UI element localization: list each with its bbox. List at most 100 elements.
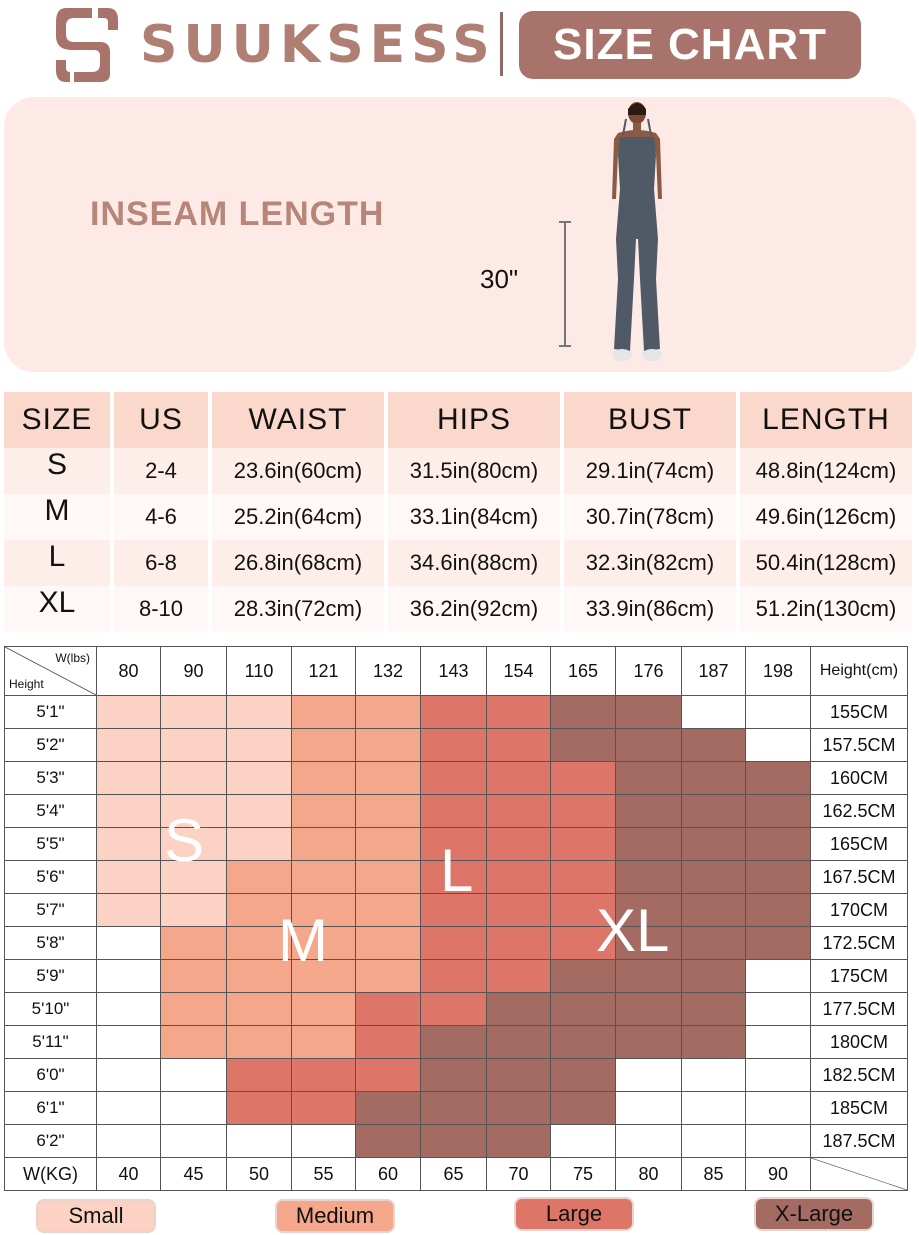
empty-cell [96, 1124, 161, 1158]
table-cell: 6-8 [112, 540, 212, 586]
weight-kg-cell: 80 [615, 1157, 682, 1191]
size-cell-m [291, 893, 356, 927]
size-cell-l [420, 959, 487, 993]
empty-cell [96, 992, 161, 1026]
grid-row: 5'6" 167.5CM [4, 860, 908, 894]
size-cell-l [550, 860, 616, 894]
height-ft-cell: 5'11" [4, 1025, 97, 1059]
size-cell-xl [615, 1025, 682, 1059]
height-cm-header: Height(cm) [810, 646, 908, 696]
size-cell-xl [681, 926, 746, 960]
size-cell-xl [420, 1091, 487, 1125]
size-cell-s [226, 695, 292, 729]
size-cell-xl [681, 860, 746, 894]
height-ft-cell: 5'9" [4, 959, 97, 993]
height-cm-cell: 165CM [810, 827, 908, 861]
weight-kg-cell: 70 [486, 1157, 551, 1191]
zone-label-small: S [164, 807, 205, 874]
table-cell: 4-6 [112, 494, 212, 540]
table-row: XL 8-10 28.3in(72cm) 36.2in(92cm) 33.9in… [4, 586, 916, 632]
size-cell-xl [615, 728, 682, 762]
size-cell-s [96, 827, 161, 861]
size-cell-m [291, 860, 356, 894]
size-cell-l [226, 1058, 292, 1092]
size-cell-xl [615, 893, 682, 927]
empty-cell [745, 1025, 811, 1059]
empty-cell [615, 1124, 682, 1158]
size-cell-l [355, 992, 421, 1026]
inseam-title: INSEAM LENGTH [90, 195, 385, 233]
size-cell-xl [486, 1124, 551, 1158]
size-cell-m [291, 827, 356, 861]
weight-lbs-header: 198 [745, 646, 811, 696]
empty-cell [745, 992, 811, 1026]
table-cell: S [4, 448, 114, 494]
corner-diagonal [811, 1158, 907, 1190]
legend-small: Small [36, 1199, 156, 1233]
grid-row: 5'2" 157.5CM [4, 728, 908, 762]
size-cell-m [160, 926, 227, 960]
size-cell-m [291, 728, 356, 762]
size-cell-xl [486, 1025, 551, 1059]
measure-cap-bottom [559, 345, 571, 347]
size-cell-m [160, 1025, 227, 1059]
empty-cell [681, 695, 746, 729]
size-cell-m [355, 893, 421, 927]
size-cell-xl [550, 1091, 616, 1125]
size-cell-xl [550, 1025, 616, 1059]
empty-cell [550, 1124, 616, 1158]
legend-large: Large [514, 1197, 634, 1231]
weight-kg-cell: 40 [96, 1157, 161, 1191]
grid-row: 5'10" 177.5CM [4, 992, 908, 1026]
weight-lbs-header: 165 [550, 646, 616, 696]
size-cell-s [160, 761, 227, 795]
legend-xlarge: X-Large [754, 1197, 874, 1231]
table-cell: 33.1in(84cm) [386, 494, 564, 540]
height-cm-cell: 157.5CM [810, 728, 908, 762]
column-header: US [112, 392, 212, 448]
height-cm-cell: 170CM [810, 893, 908, 927]
size-cell-s [96, 893, 161, 927]
table-cell: 33.9in(86cm) [562, 586, 740, 632]
size-cell-xl [615, 926, 682, 960]
weight-kg-cell: 45 [160, 1157, 227, 1191]
size-cell-l [550, 761, 616, 795]
height-cm-cell: 185CM [810, 1091, 908, 1125]
size-cell-xl [615, 761, 682, 795]
size-cell-s [226, 761, 292, 795]
size-cell-xl [550, 992, 616, 1026]
size-cell-xl [681, 827, 746, 861]
size-cell-l [550, 827, 616, 861]
table-cell: 30.7in(78cm) [562, 494, 740, 540]
size-cell-m [291, 761, 356, 795]
empty-cell [745, 728, 811, 762]
size-cell-xl [745, 827, 811, 861]
weight-lbs-header: 154 [486, 646, 551, 696]
size-cell-s [160, 860, 227, 894]
size-cell-l [486, 827, 551, 861]
size-cell-xl [550, 1058, 616, 1092]
grid-header-row: W(lbs) Height 80 90 110 121 132 143 154 165 176 187… [4, 646, 908, 696]
zone-label-xlarge: XL [596, 897, 670, 964]
size-cell-xl [486, 992, 551, 1026]
grid-row: 5'1" 155CM [4, 695, 908, 729]
height-ft-cell: 5'2" [4, 728, 97, 762]
size-cell-s [226, 827, 292, 861]
empty-cell [96, 959, 161, 993]
size-cell-l [486, 794, 551, 828]
grid-row: 6'2" 187.5CM [4, 1124, 908, 1158]
weight-lbs-header: 132 [355, 646, 421, 696]
model-jumpsuit-image [612, 102, 662, 361]
inseam-panel: INSEAM LENGTH 30" [4, 97, 916, 372]
empty-cell [96, 1091, 161, 1125]
grid-row: 5'9" 175CM [4, 959, 908, 993]
weight-lbs-header: 121 [291, 646, 356, 696]
size-cell-m [226, 893, 292, 927]
size-cell-s [96, 860, 161, 894]
weight-lbs-header: 80 [96, 646, 161, 696]
table-cell: 25.2in(64cm) [210, 494, 388, 540]
grid-row: 5'8" 172.5CM [4, 926, 908, 960]
empty-cell [745, 959, 811, 993]
column-header: BUST [562, 392, 740, 448]
size-cell-xl [550, 695, 616, 729]
